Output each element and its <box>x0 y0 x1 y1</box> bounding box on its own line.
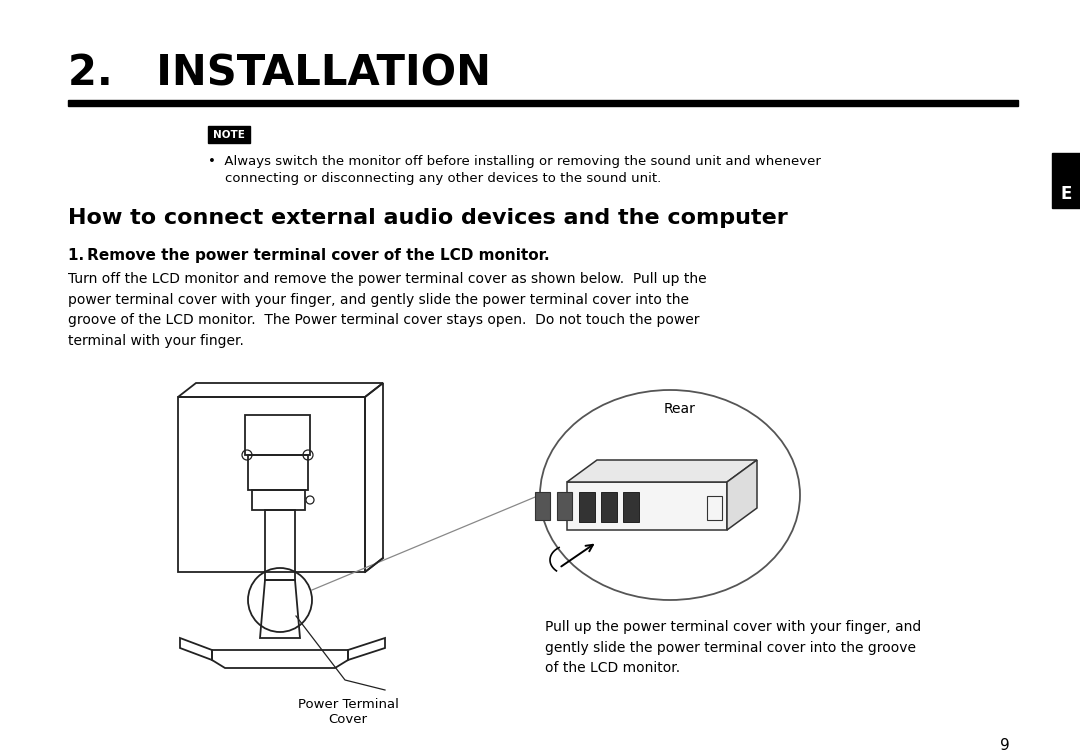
Text: How to connect external audio devices and the computer: How to connect external audio devices an… <box>68 208 787 228</box>
Bar <box>1052 153 1080 208</box>
Polygon shape <box>557 492 572 520</box>
Polygon shape <box>567 460 757 482</box>
Bar <box>178 397 365 572</box>
Bar <box>245 415 310 455</box>
Bar <box>208 126 249 143</box>
Text: 1. Remove the power terminal cover of the LCD monitor.: 1. Remove the power terminal cover of th… <box>68 248 550 263</box>
Text: 2.   INSTALLATION: 2. INSTALLATION <box>68 53 491 95</box>
Text: Rear: Rear <box>664 402 696 416</box>
Text: Power Terminal: Power Terminal <box>298 698 399 711</box>
Text: E: E <box>1061 185 1071 203</box>
Text: NOTE: NOTE <box>213 129 245 140</box>
Bar <box>707 496 723 520</box>
Text: Cover: Cover <box>328 713 367 726</box>
Text: •  Always switch the monitor off before installing or removing the sound unit an: • Always switch the monitor off before i… <box>208 155 821 168</box>
Text: 9: 9 <box>1000 738 1010 751</box>
Bar <box>68 100 1018 106</box>
Ellipse shape <box>540 390 800 600</box>
Bar <box>248 455 308 490</box>
Bar <box>1043 0 1080 751</box>
Text: connecting or disconnecting any other devices to the sound unit.: connecting or disconnecting any other de… <box>208 172 661 185</box>
Polygon shape <box>727 460 757 530</box>
Polygon shape <box>623 492 639 522</box>
Text: Pull up the power terminal cover with your finger, and
gently slide the power te: Pull up the power terminal cover with yo… <box>545 620 921 675</box>
Text: Turn off the LCD monitor and remove the power terminal cover as shown below.  Pu: Turn off the LCD monitor and remove the … <box>68 272 706 348</box>
Polygon shape <box>567 482 727 530</box>
Bar <box>265 510 295 580</box>
Polygon shape <box>579 492 595 522</box>
Polygon shape <box>600 492 617 522</box>
Polygon shape <box>535 492 550 520</box>
Bar <box>252 490 305 510</box>
